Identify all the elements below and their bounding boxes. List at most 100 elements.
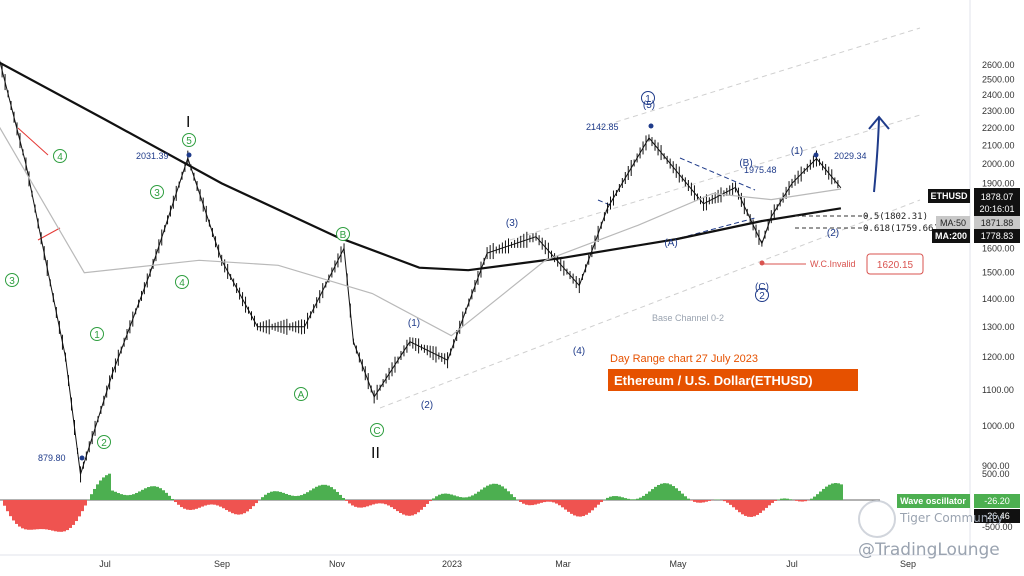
oscillator-bar bbox=[204, 500, 207, 506]
oscillator-bar bbox=[762, 500, 765, 511]
oscillator-bar bbox=[39, 500, 42, 530]
time-tick-label: Jul bbox=[99, 559, 111, 569]
oscillator-bar bbox=[630, 499, 633, 500]
oscillator-bar bbox=[237, 500, 240, 515]
paren-label-1-right: (1) bbox=[791, 146, 803, 157]
oscillator-bar bbox=[618, 496, 621, 500]
oscillator-bar bbox=[27, 500, 30, 530]
oscillator-bar bbox=[339, 494, 342, 500]
oscillator-bar bbox=[135, 492, 138, 500]
circled-label-B: B bbox=[336, 227, 350, 241]
oscillator-bar bbox=[63, 500, 66, 532]
oscillator-bar bbox=[399, 500, 402, 513]
oscillator-bar bbox=[600, 500, 603, 503]
oscillator-bar bbox=[816, 494, 819, 500]
channel-lines bbox=[379, 27, 921, 409]
projection-arrow bbox=[868, 115, 890, 193]
price-tick-label: 2500.00 bbox=[982, 75, 1015, 85]
price-tick-label: 2600.00 bbox=[982, 60, 1015, 70]
oscillator-bar bbox=[276, 491, 279, 500]
oscillator-bar bbox=[804, 500, 807, 502]
oscillator-bar bbox=[582, 500, 585, 517]
oscillator-bar bbox=[654, 486, 657, 500]
oscillator-bar bbox=[525, 500, 528, 505]
circled-label-4-left: 4 bbox=[53, 149, 67, 163]
oscillator-bar bbox=[570, 500, 573, 514]
oscillator-bar bbox=[540, 500, 543, 503]
oscillator-bar bbox=[387, 500, 390, 506]
oscillator-bar bbox=[411, 500, 414, 516]
oscillator-bar bbox=[765, 500, 768, 508]
paren-label-5: (5) bbox=[643, 100, 655, 111]
paren-wave-labels: (1) (2) (3) (4) (5) (A) (B) (C) (1) (2) bbox=[408, 100, 839, 411]
price-tick-label: 2400.00 bbox=[982, 90, 1015, 100]
price-label-1975: 1975.48 bbox=[744, 165, 777, 175]
oscillator-bar bbox=[801, 500, 804, 502]
oscillator-bar bbox=[789, 499, 792, 500]
oscillator-bar bbox=[213, 500, 216, 505]
oscillator-bar bbox=[492, 483, 495, 500]
price-tick-label: 900.00 bbox=[982, 461, 1010, 471]
oscillator-bar bbox=[651, 489, 654, 500]
oscillator-bar bbox=[153, 486, 156, 500]
oscillator-tag: Wave oscillator -26.20 -26.46 bbox=[897, 494, 1020, 523]
oscillator-bar bbox=[813, 496, 816, 500]
oscillator-bar bbox=[306, 492, 309, 500]
oscillator-bar bbox=[174, 500, 177, 503]
oscillator-bar bbox=[78, 500, 81, 517]
svg-text:20:16:01: 20:16:01 bbox=[979, 204, 1014, 214]
oscillator-bar bbox=[420, 500, 423, 510]
oscillator-bar bbox=[453, 495, 456, 500]
price-tick-label: 1400.00 bbox=[982, 294, 1015, 304]
oscillator-bar bbox=[648, 491, 651, 500]
oscillator-bar bbox=[756, 500, 759, 515]
oscillator-bar bbox=[423, 500, 426, 507]
oscillator-bar bbox=[318, 485, 321, 500]
oscillator-bar bbox=[147, 487, 150, 500]
oscillator-bar bbox=[18, 500, 21, 527]
oscillator-bar bbox=[351, 500, 354, 506]
chart-title: Ethereum / U.S. Dollar(ETHUSD) bbox=[614, 373, 813, 388]
oscillator-bar bbox=[267, 492, 270, 500]
oscillator-bar bbox=[621, 497, 624, 500]
paren-label-A: (A) bbox=[664, 238, 677, 249]
oscillator-bar bbox=[747, 500, 750, 517]
circled-label-3: 3 bbox=[150, 185, 164, 199]
channel-label: Base Channel 0-2 bbox=[652, 313, 724, 323]
oscillator-bar bbox=[429, 500, 432, 502]
oscillator-bar bbox=[543, 500, 546, 503]
oscillator-bar bbox=[99, 480, 102, 500]
oscillator-bar bbox=[390, 500, 393, 508]
ma200-tag: MA:200 1778.83 bbox=[932, 229, 1020, 243]
time-tick-label: May bbox=[669, 559, 687, 569]
oscillator-bar bbox=[291, 495, 294, 500]
oscillator-bar bbox=[639, 497, 642, 500]
oscillator-bar bbox=[393, 500, 396, 510]
oscillator-bar bbox=[405, 500, 408, 516]
oscillator-bar bbox=[222, 500, 225, 509]
oscillator-bar bbox=[696, 500, 699, 503]
paren-label-1: (1) bbox=[408, 318, 420, 329]
oscillator-bar bbox=[612, 496, 615, 500]
svg-text:B: B bbox=[340, 230, 347, 241]
oscillator-bar bbox=[681, 493, 684, 500]
oscillator-bar bbox=[183, 500, 186, 509]
svg-text:2: 2 bbox=[101, 438, 107, 449]
oscillator-bar bbox=[822, 488, 825, 500]
oscillator-bar bbox=[384, 500, 387, 505]
invalidation-value-box bbox=[866, 253, 924, 275]
svg-text:1878.07: 1878.07 bbox=[981, 192, 1014, 202]
oscillator-bar bbox=[402, 500, 405, 515]
oscillator-bar bbox=[360, 500, 363, 508]
oscillator-bar bbox=[45, 500, 48, 530]
oscillator-bar bbox=[366, 500, 369, 507]
oscillator-bar bbox=[780, 498, 783, 500]
chart-title-box bbox=[608, 369, 858, 391]
svg-text:1871.88: 1871.88 bbox=[981, 218, 1014, 228]
price-dot-2031 bbox=[186, 152, 192, 158]
circled-label-1-top: 1 bbox=[641, 91, 655, 105]
oscillator-bar bbox=[315, 486, 318, 500]
price-dot-2142 bbox=[648, 123, 654, 129]
time-tick-label: 2023 bbox=[442, 559, 462, 569]
oscillator-bar bbox=[774, 500, 777, 501]
